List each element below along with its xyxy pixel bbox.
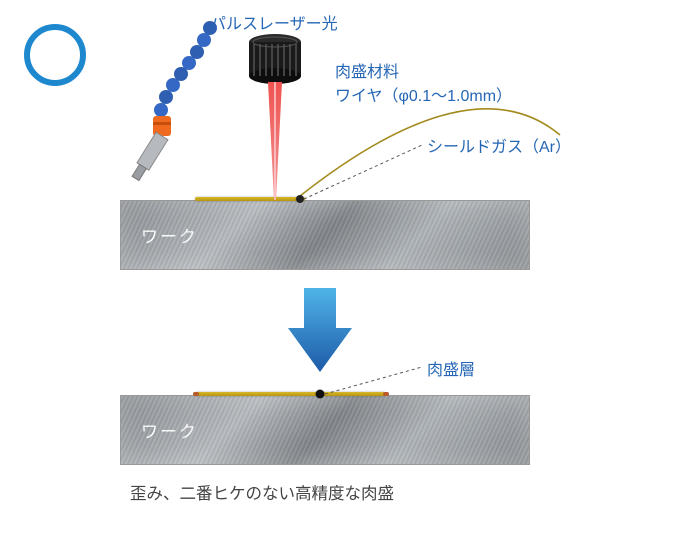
label-buildup-layer: 肉盛層	[427, 356, 475, 380]
caption-text: 歪み、二番ヒケのない高精度な肉盛	[130, 480, 394, 504]
leader-buildup-layer	[0, 0, 690, 540]
diagram-canvas: ワーク	[0, 0, 690, 540]
